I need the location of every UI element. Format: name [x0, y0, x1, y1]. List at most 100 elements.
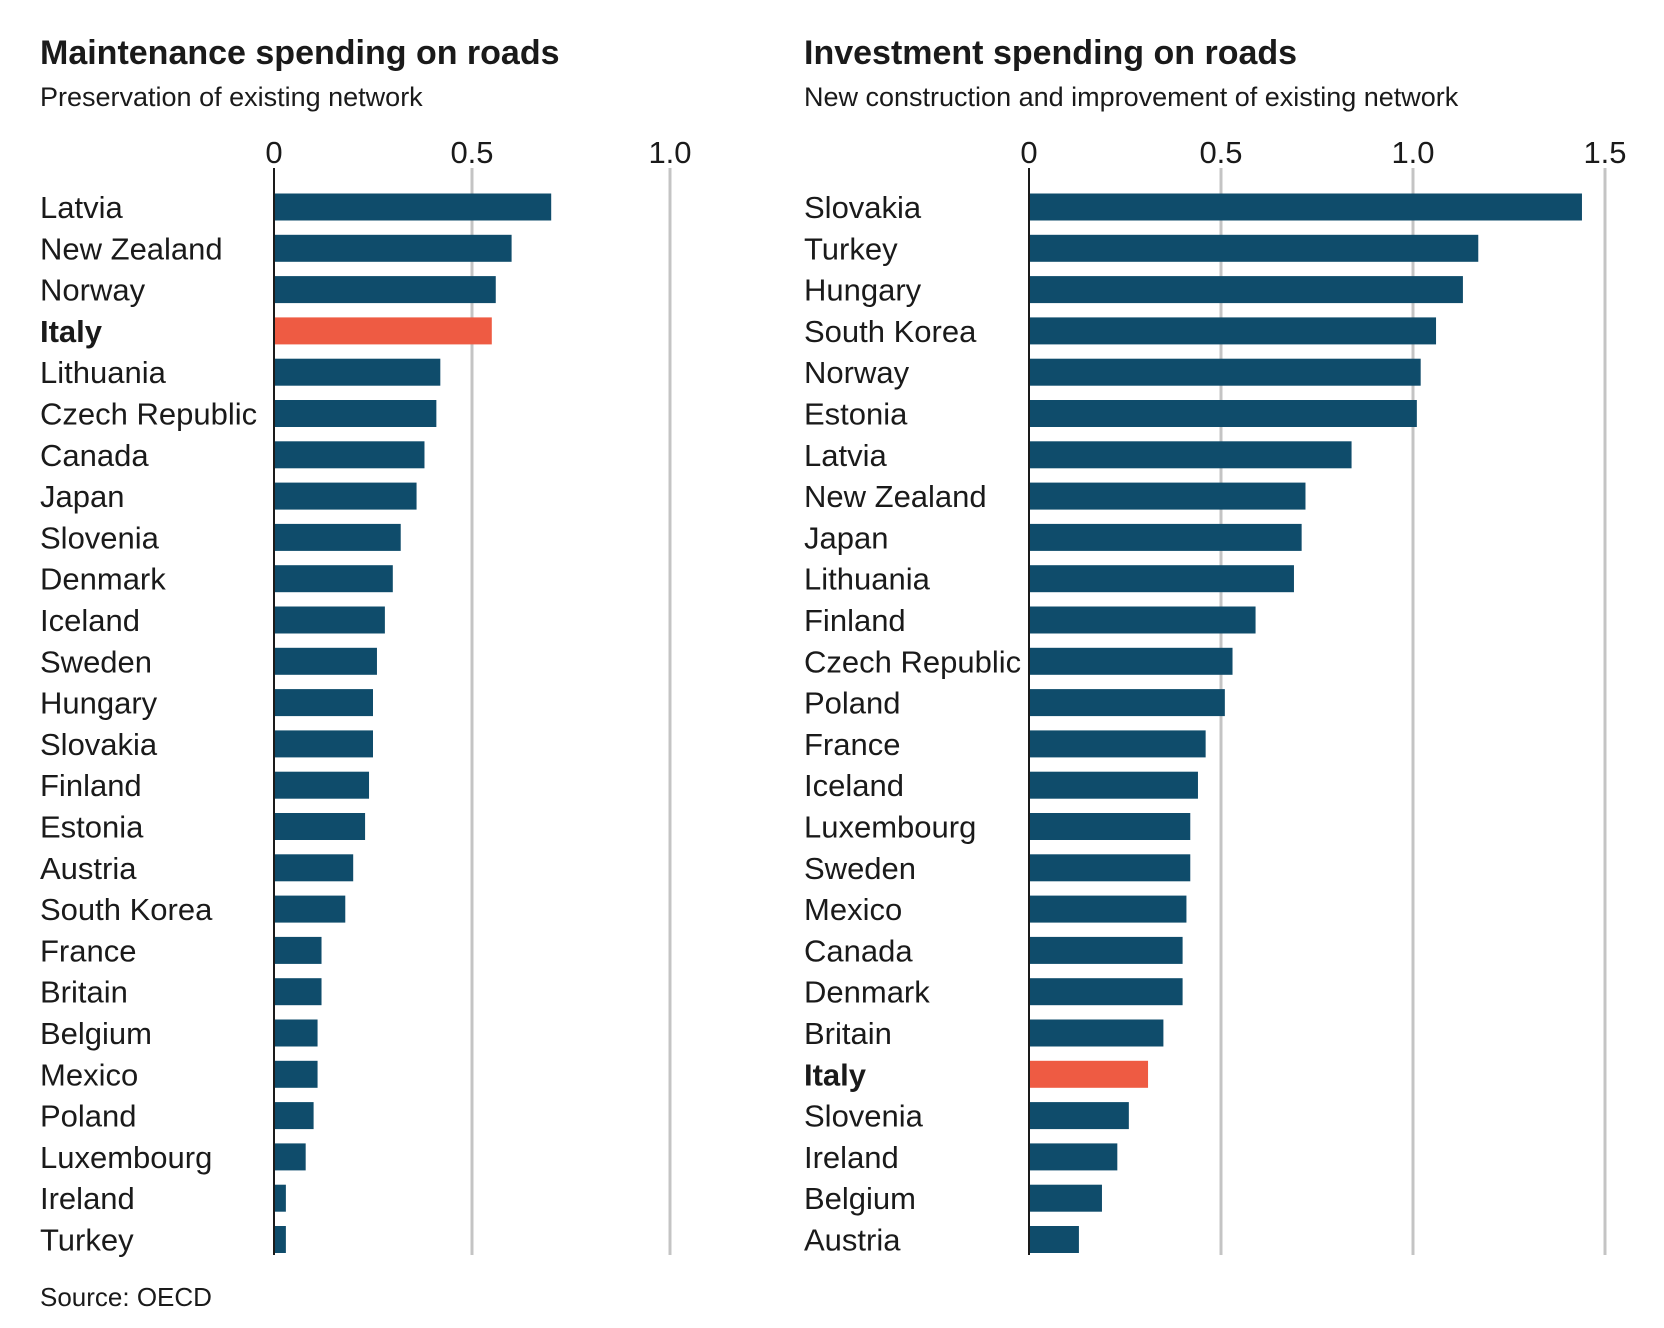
category-label: Estonia: [40, 810, 144, 845]
category-label: Luxembourg: [804, 810, 976, 845]
x-tick-label: 1.5: [1583, 135, 1626, 170]
bar: [274, 234, 512, 262]
category-label: Belgium: [804, 1181, 916, 1216]
bar: [1029, 358, 1421, 386]
bar: [274, 193, 552, 221]
bar: [1029, 606, 1256, 634]
bar: [274, 1019, 318, 1047]
bar: [274, 358, 441, 386]
category-label: Lithuania: [40, 355, 167, 390]
category-label: Mexico: [40, 1057, 138, 1092]
bar: [1029, 978, 1183, 1006]
bar: [274, 978, 322, 1006]
category-label: Canada: [40, 438, 149, 473]
bar: [274, 606, 385, 634]
category-label: Canada: [804, 933, 913, 968]
x-tick-label: 1.0: [1391, 135, 1434, 170]
bar: [1029, 193, 1582, 221]
category-label: Italy: [804, 1057, 867, 1092]
bar: [274, 689, 373, 717]
category-label: Iceland: [40, 603, 140, 638]
category-label: Ireland: [804, 1140, 899, 1175]
bar: [274, 276, 496, 304]
maintenance-chart-subtitle: Preservation of existing network: [40, 82, 423, 112]
bar: [1029, 647, 1233, 675]
category-label: Iceland: [804, 768, 904, 803]
bar: [274, 895, 346, 923]
category-label: Italy: [40, 314, 103, 349]
investment-chart-title: Investment spending on roads: [804, 34, 1297, 72]
bar: [274, 936, 322, 964]
category-label: Luxembourg: [40, 1140, 212, 1175]
bar: [1029, 1184, 1102, 1212]
category-label: Japan: [804, 520, 888, 555]
bar: [1029, 276, 1463, 304]
category-label: South Korea: [804, 314, 977, 349]
category-label: Poland: [804, 686, 901, 721]
category-label: Slovenia: [40, 520, 160, 555]
bar: [274, 317, 492, 345]
bar: [274, 400, 437, 427]
category-label: Estonia: [804, 397, 908, 432]
bar: [1029, 441, 1352, 469]
category-label: Austria: [40, 851, 137, 886]
bar: [1029, 813, 1191, 840]
bar: [1029, 482, 1306, 510]
bar: [274, 565, 393, 593]
bar: [274, 771, 370, 799]
category-label: Lithuania: [804, 562, 931, 597]
bar: [1029, 689, 1225, 717]
bar: [274, 647, 377, 675]
source-note: Source: OECD: [40, 1282, 212, 1312]
bar: [1029, 730, 1206, 758]
category-label: Ireland: [40, 1181, 135, 1216]
category-label: Sweden: [804, 851, 916, 886]
category-label: Slovakia: [40, 727, 158, 762]
category-label: Latvia: [40, 190, 123, 225]
x-tick-label: 1.0: [648, 135, 691, 170]
category-label: Britain: [804, 1016, 892, 1051]
bar: [1029, 1019, 1164, 1047]
maintenance-chart-title: Maintenance spending on roads: [40, 34, 560, 72]
category-label: Austria: [804, 1223, 901, 1258]
bar: [1029, 854, 1191, 882]
bar: [1029, 895, 1187, 923]
bar: [274, 1226, 286, 1253]
bar: [274, 1060, 318, 1088]
maintenance-chart: Maintenance spending on roads Preservati…: [40, 34, 692, 1258]
bar: [1029, 936, 1183, 964]
bar: [1029, 523, 1302, 551]
category-label: South Korea: [40, 892, 213, 927]
category-label: Finland: [804, 603, 906, 638]
category-label: Britain: [40, 975, 128, 1010]
category-label: France: [40, 933, 136, 968]
bar: [274, 1143, 306, 1171]
x-tick-label: 0: [1020, 135, 1037, 170]
category-label: Japan: [40, 479, 124, 514]
category-label: New Zealand: [804, 479, 987, 514]
category-label: Turkey: [40, 1223, 134, 1258]
bar: [1029, 400, 1417, 427]
category-label: Finland: [40, 768, 142, 803]
category-label: Poland: [40, 1099, 137, 1134]
category-label: Czech Republic: [804, 644, 1021, 679]
bar: [1029, 565, 1294, 593]
category-label: Sweden: [40, 644, 152, 679]
bar: [1029, 1102, 1129, 1130]
category-label: Denmark: [804, 975, 930, 1010]
category-label: France: [804, 727, 900, 762]
bar: [274, 523, 401, 551]
bar: [1029, 1143, 1118, 1171]
bar: [274, 482, 417, 510]
category-label: Slovakia: [804, 190, 922, 225]
investment-chart-subtitle: New construction and improvement of exis…: [804, 82, 1459, 112]
bar: [1029, 317, 1437, 345]
bar: [274, 1184, 286, 1212]
category-label: Slovenia: [804, 1099, 924, 1134]
bar: [1029, 771, 1198, 799]
bar: [274, 1102, 314, 1130]
x-tick-label: 0: [265, 135, 282, 170]
bar: [274, 813, 366, 840]
bar: [1029, 1060, 1149, 1088]
